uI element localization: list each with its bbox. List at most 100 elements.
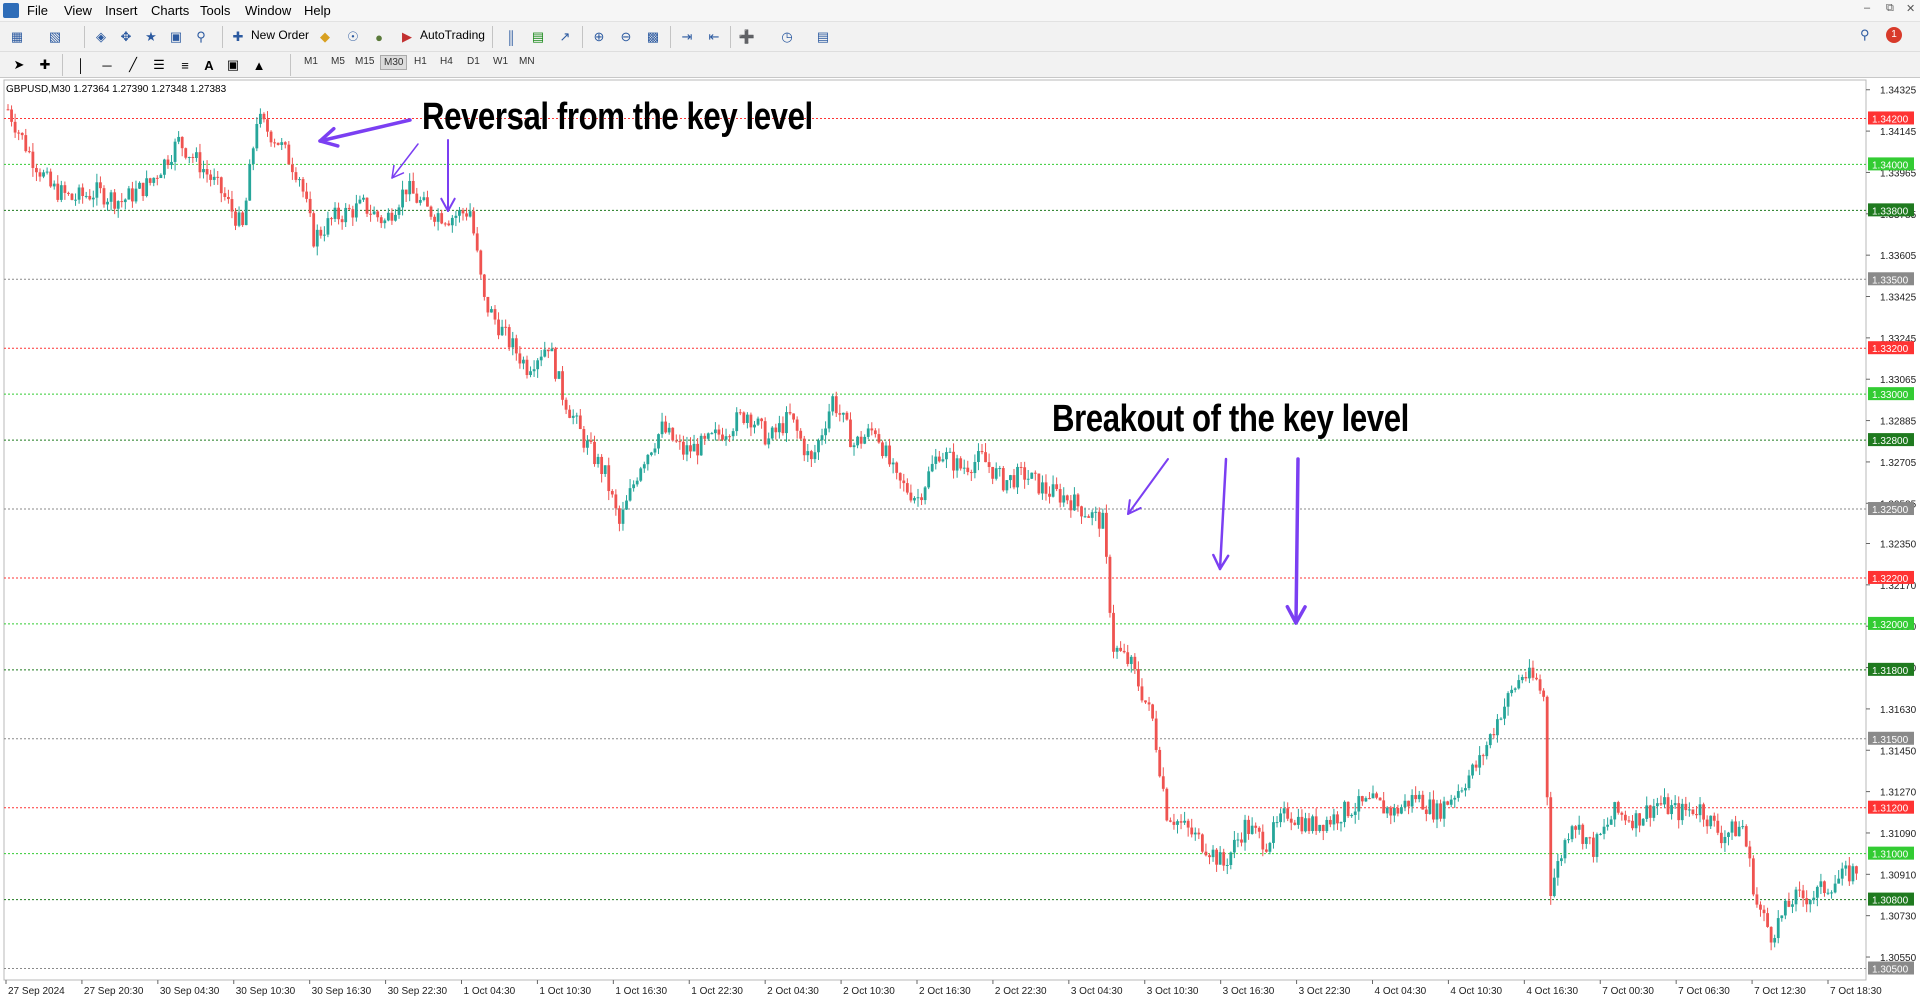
candle-body bbox=[187, 156, 191, 158]
candle-body bbox=[358, 199, 362, 204]
crosshair-icon[interactable]: ✚ bbox=[39, 57, 51, 72]
timeframe-h1[interactable]: H1 bbox=[414, 56, 427, 67]
candle-body bbox=[717, 429, 721, 435]
close-icon[interactable]: ✕ bbox=[1906, 3, 1916, 15]
fibonacci-icon[interactable]: ≡ bbox=[181, 57, 189, 73]
menu-charts[interactable]: Charts bbox=[151, 3, 190, 18]
candle-body bbox=[408, 180, 412, 195]
vertical-line-icon[interactable]: │ bbox=[76, 57, 86, 73]
search-icon[interactable]: ⚲ bbox=[1860, 27, 1870, 42]
candle-body bbox=[525, 359, 529, 376]
candle-body bbox=[1293, 822, 1297, 825]
candle-body bbox=[721, 434, 724, 440]
new-order-button[interactable]: New Order bbox=[251, 28, 310, 42]
candle-body bbox=[817, 440, 820, 453]
price-tag-bg bbox=[1868, 961, 1914, 975]
breakout-arrow-small-head bbox=[1127, 499, 1142, 515]
price-chart[interactable]: 1.343251.341451.339651.337851.336051.334… bbox=[0, 78, 1920, 1004]
candle-body bbox=[1570, 826, 1574, 840]
menu-tools[interactable]: Tools bbox=[200, 3, 231, 18]
candle-body bbox=[603, 465, 607, 474]
timeframe-mn[interactable]: MN bbox=[519, 56, 535, 67]
profiles-icon[interactable]: ▧ bbox=[48, 29, 62, 44]
timeframe-m15[interactable]: M15 bbox=[355, 56, 375, 67]
horizontal-line-icon[interactable]: ─ bbox=[102, 57, 112, 73]
timeframe-h4[interactable]: H4 bbox=[440, 56, 453, 67]
candle-body bbox=[966, 467, 970, 473]
market-watch-icon[interactable]: ◈ bbox=[96, 29, 106, 44]
navigator-icon[interactable]: ★ bbox=[145, 29, 157, 44]
candle-body bbox=[1471, 764, 1474, 776]
x-tick-label: 1 Oct 04:30 bbox=[464, 986, 516, 997]
autotrading-button[interactable]: AutoTrading bbox=[420, 28, 485, 42]
shapes-icon[interactable]: ▲ bbox=[252, 57, 266, 73]
notification-badge[interactable]: 1 bbox=[1886, 27, 1902, 43]
candle-body bbox=[1101, 512, 1105, 529]
new-chart-icon[interactable]: ▦ bbox=[10, 29, 24, 44]
metaeditor-icon[interactable]: ◆ bbox=[320, 29, 330, 44]
x-tick-label: 30 Sep 04:30 bbox=[160, 986, 220, 997]
candle-body bbox=[383, 220, 387, 224]
tile-windows-icon[interactable]: ▩ bbox=[646, 29, 660, 44]
candle-body bbox=[1044, 482, 1048, 494]
text-label-icon[interactable]: ▣ bbox=[226, 57, 240, 72]
indicators-icon[interactable]: ➕ bbox=[738, 29, 756, 44]
candle-body bbox=[347, 207, 351, 210]
candle-body bbox=[84, 195, 88, 197]
candle-body bbox=[973, 462, 977, 474]
strategy-tester-icon[interactable]: ⚲ bbox=[196, 29, 206, 44]
text-tool-icon[interactable]: A bbox=[204, 57, 214, 73]
cursor-icon[interactable]: ➤ bbox=[13, 57, 25, 72]
candle-body bbox=[1488, 734, 1492, 746]
candle-body bbox=[977, 451, 980, 463]
periods-icon[interactable]: ◷ bbox=[781, 29, 793, 44]
timeframe-d1[interactable]: D1 bbox=[467, 56, 480, 67]
chart-shift-icon[interactable]: ⇤ bbox=[708, 29, 720, 44]
menu-help[interactable]: Help bbox=[304, 3, 331, 18]
reversal-arrow-main bbox=[318, 118, 412, 143]
candle-body bbox=[1193, 832, 1197, 835]
menu-view[interactable]: View bbox=[64, 3, 92, 18]
zoom-out-icon[interactable]: ⊖ bbox=[620, 29, 632, 44]
data-window-icon[interactable]: ✥ bbox=[120, 29, 132, 44]
candle-body bbox=[251, 148, 255, 165]
candle-body bbox=[809, 451, 813, 460]
candle-body bbox=[639, 468, 643, 481]
menu-insert[interactable]: Insert bbox=[105, 3, 138, 18]
autotrading-icon[interactable]: ▶ bbox=[402, 29, 412, 44]
candle-body bbox=[767, 438, 771, 445]
candle-body bbox=[866, 428, 870, 437]
zoom-in-icon[interactable]: ⊕ bbox=[593, 29, 605, 44]
terminal-icon[interactable]: ▣ bbox=[169, 29, 183, 44]
minimize-icon[interactable]: – bbox=[1864, 2, 1871, 14]
templates-icon[interactable]: ▤ bbox=[816, 29, 830, 44]
channel-icon[interactable]: ☰ bbox=[153, 57, 165, 72]
timeframe-m5[interactable]: M5 bbox=[331, 56, 345, 67]
timeframe-w1[interactable]: W1 bbox=[493, 56, 508, 67]
candlestick-icon[interactable]: ▤ bbox=[531, 29, 545, 44]
bar-chart-icon[interactable]: ║ bbox=[506, 29, 516, 45]
menu-window[interactable]: Window bbox=[245, 3, 292, 18]
candle-body bbox=[1211, 849, 1215, 858]
timeframe-m1[interactable]: M1 bbox=[304, 56, 318, 67]
candle-body bbox=[1773, 938, 1777, 943]
chart-window[interactable]: 1.343251.341451.339651.337851.336051.334… bbox=[0, 78, 1920, 1004]
new-order-icon[interactable]: ✚ bbox=[232, 29, 244, 44]
candle-body bbox=[1204, 851, 1208, 856]
trendline-icon[interactable]: ╱ bbox=[129, 57, 137, 72]
candle-body bbox=[230, 199, 234, 212]
auto-scroll-icon[interactable]: ⇥ bbox=[681, 29, 693, 44]
market-icon[interactable]: ● bbox=[375, 29, 383, 45]
candle-body bbox=[870, 428, 874, 431]
candle-body bbox=[770, 427, 774, 439]
toolbar-divider bbox=[670, 26, 671, 48]
signals-icon[interactable]: ☉ bbox=[347, 29, 359, 44]
timeframe-m30[interactable]: M30 bbox=[380, 55, 408, 70]
y-tick-label: 1.32705 bbox=[1880, 458, 1917, 469]
menu-file[interactable]: File bbox=[27, 3, 48, 18]
line-chart-icon[interactable]: ↗ bbox=[559, 29, 571, 44]
restore-icon[interactable]: ⧉ bbox=[1886, 2, 1894, 14]
candle-body bbox=[1766, 913, 1769, 927]
candle-body bbox=[959, 458, 963, 469]
candle-body bbox=[1065, 495, 1069, 501]
